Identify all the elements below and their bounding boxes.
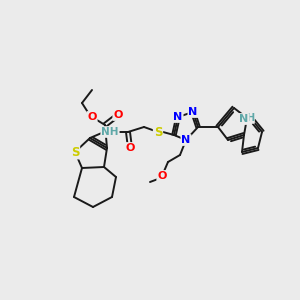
Text: NH: NH xyxy=(101,127,119,137)
Text: O: O xyxy=(125,143,135,153)
Text: S: S xyxy=(71,146,79,158)
Text: O: O xyxy=(87,112,97,122)
Text: N: N xyxy=(182,135,190,145)
Text: N: N xyxy=(188,107,198,117)
Text: N: N xyxy=(173,112,183,122)
Text: H: H xyxy=(246,113,254,123)
Text: N: N xyxy=(239,114,249,124)
Text: O: O xyxy=(157,171,167,181)
Text: S: S xyxy=(154,125,162,139)
Text: O: O xyxy=(113,110,123,120)
